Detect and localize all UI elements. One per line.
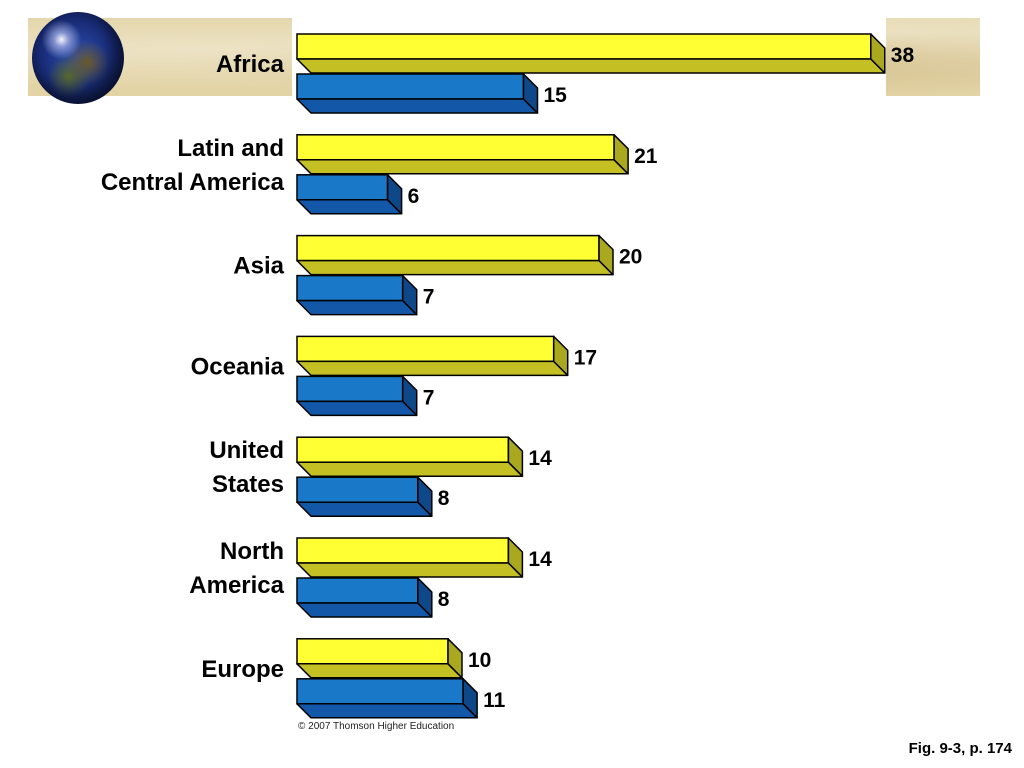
- category-label-1-0: Latin and: [177, 135, 284, 162]
- globe-icon: [32, 12, 124, 104]
- value-label-1-2: 20: [619, 246, 642, 269]
- figure-reference: Fig. 9-3, p. 174: [908, 740, 1012, 757]
- bar-1-6: [296, 638, 463, 679]
- copyright-notice: © 2007 Thomson Higher Education: [298, 721, 455, 732]
- category-label-0-0: Africa: [216, 51, 285, 78]
- value-label-2-2: 7: [423, 286, 435, 309]
- value-label-1-5: 14: [528, 548, 552, 571]
- bar-1-1: [296, 134, 629, 175]
- category-label-4-0: United: [209, 437, 284, 464]
- bar-2-1: [296, 174, 403, 215]
- value-label-1-4: 14: [528, 447, 552, 470]
- bar-1-2: [296, 234, 614, 276]
- bar-1-4: [296, 436, 524, 477]
- value-label-2-0: 15: [544, 84, 568, 107]
- bar-1-0: [296, 33, 886, 74]
- category-label-5-1: America: [189, 572, 284, 599]
- value-label-2-5: 8: [438, 588, 450, 611]
- value-label-2-6: 11: [483, 689, 506, 712]
- value-label-2-4: 8: [438, 487, 450, 510]
- value-label-2-3: 7: [423, 386, 435, 409]
- bar-2-0: [296, 73, 539, 114]
- bar-2-6: [296, 678, 478, 719]
- value-label-2-1: 6: [408, 185, 420, 208]
- bar-2-4: [296, 476, 433, 517]
- bar-2-2: [296, 274, 418, 316]
- category-label-5-0: North: [220, 538, 284, 565]
- category-label-2-0: Asia: [233, 253, 284, 280]
- value-label-1-6: 10: [468, 649, 491, 672]
- bar-1-3: [296, 335, 569, 377]
- category-label-6-0: Europe: [201, 656, 284, 683]
- category-label-4-1: States: [212, 471, 284, 498]
- category-label-1-1: Central America: [101, 169, 285, 196]
- value-label-1-1: 21: [634, 145, 658, 168]
- category-label-3-0: Oceania: [191, 353, 285, 380]
- bar-2-5: [296, 577, 433, 618]
- bar-1-5: [296, 537, 524, 578]
- value-label-1-0: 38: [891, 44, 915, 67]
- bar-2-3: [296, 375, 418, 417]
- value-label-1-3: 17: [574, 346, 597, 369]
